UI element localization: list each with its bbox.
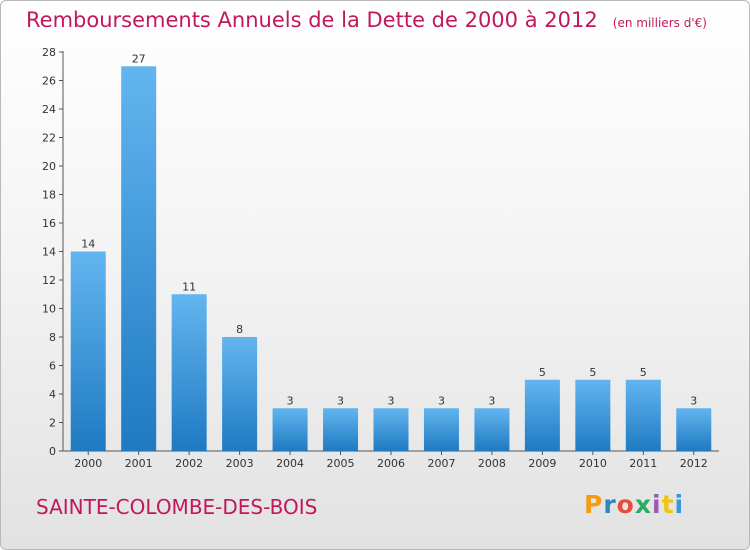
bar-2009 (524, 379, 560, 451)
bar-2003 (222, 337, 258, 451)
y-tick-label: 6 (49, 360, 56, 373)
logo-letter: x (634, 490, 652, 519)
y-tick-label: 16 (42, 217, 56, 230)
data-label-2005: 3 (337, 394, 344, 407)
chart-title-block: Remboursements Annuels de la Dette de 20… (26, 8, 707, 32)
data-label-2011: 5 (640, 366, 647, 379)
y-tick-label: 0 (49, 445, 56, 458)
bar-2012 (676, 408, 712, 451)
data-label-2001: 27 (132, 52, 146, 65)
data-label-2002: 11 (182, 280, 196, 293)
y-tick-label: 12 (42, 274, 56, 287)
chart-data-labels: 14 27 11 8 3 3 3 3 3 5 5 5 3 (81, 52, 697, 407)
logo-letter: o (616, 490, 635, 519)
y-tick-label: 22 (42, 132, 56, 145)
commune-name: SAINTE-COLOMBE-DES-BOIS (36, 495, 318, 519)
chart-title: Remboursements Annuels de la Dette de 20… (26, 8, 598, 32)
proxiti-logo: Proxiti (584, 490, 684, 519)
data-label-2008: 3 (488, 394, 495, 407)
x-tick-label: 2011 (629, 457, 657, 470)
data-label-2003: 8 (236, 323, 243, 336)
logo-letter: r (603, 490, 617, 519)
y-tick-label: 28 (42, 46, 56, 59)
y-tick-label: 4 (49, 388, 56, 401)
y-tick-label: 2 (49, 417, 56, 430)
bar-2010 (575, 379, 611, 451)
chart-bars (70, 66, 712, 451)
x-tick-label: 2012 (680, 457, 708, 470)
y-tick-label: 18 (42, 189, 56, 202)
y-tick-label: 8 (49, 331, 56, 344)
x-tick-label: 2000 (74, 457, 102, 470)
x-tick-label: 2003 (226, 457, 254, 470)
bar-2004 (272, 408, 308, 451)
y-tick-label: 24 (42, 103, 56, 116)
bar-2005 (323, 408, 359, 451)
bar-2001 (121, 66, 157, 451)
x-tick-label: 2004 (276, 457, 304, 470)
data-label-2012: 3 (690, 394, 697, 407)
logo-letter: P (584, 490, 604, 519)
x-tick-label: 2010 (579, 457, 607, 470)
bar-2000 (70, 251, 106, 451)
y-tick-label: 26 (42, 75, 56, 88)
x-tick-label: 2005 (327, 457, 355, 470)
bar-2006 (373, 408, 409, 451)
logo-letter: i (652, 490, 662, 519)
chart-unit: (en milliers d'€) (612, 16, 707, 30)
data-label-2007: 3 (438, 394, 445, 407)
x-tick-label: 2009 (528, 457, 556, 470)
x-tick-label: 2007 (427, 457, 455, 470)
y-tick-label: 20 (42, 160, 56, 173)
bar-2007 (423, 408, 459, 451)
x-tick-label: 2006 (377, 457, 405, 470)
data-label-2006: 3 (388, 394, 395, 407)
data-label-2000: 14 (81, 238, 95, 251)
x-tick-label: 2001 (125, 457, 153, 470)
data-label-2009: 5 (539, 366, 546, 379)
y-tick-label: 10 (42, 303, 56, 316)
x-tick-label: 2002 (175, 457, 203, 470)
x-tick-label: 2008 (478, 457, 506, 470)
logo-letter: t (661, 490, 675, 519)
bar-2002 (171, 294, 207, 451)
logo-letter: i (674, 490, 685, 519)
bar-2011 (625, 379, 661, 451)
data-label-2010: 5 (589, 366, 596, 379)
bar-2008 (474, 408, 510, 451)
y-tick-label: 14 (42, 246, 56, 259)
data-label-2004: 3 (287, 394, 294, 407)
